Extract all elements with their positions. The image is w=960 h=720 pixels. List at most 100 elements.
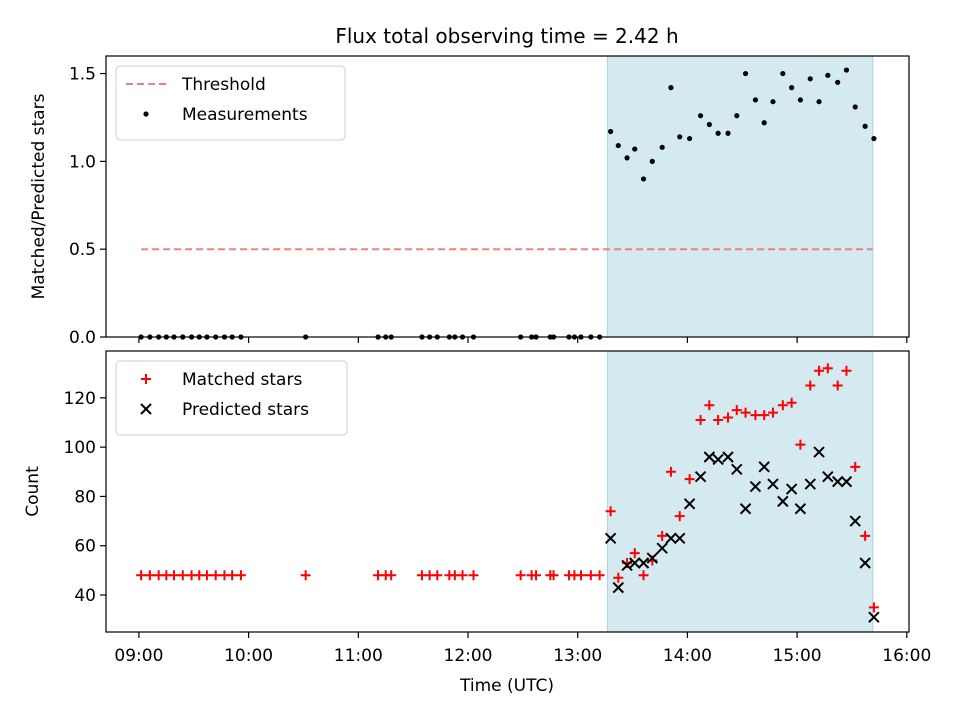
measurement-point xyxy=(706,121,712,128)
predicted-star-point xyxy=(683,498,696,510)
x-tick-label: 14:00 xyxy=(663,646,712,666)
matched-star-point xyxy=(144,570,155,581)
measurement-point xyxy=(725,130,731,136)
measurement-point xyxy=(780,70,786,77)
legend-marker-swatch xyxy=(140,403,152,415)
matched-star-point xyxy=(832,380,843,391)
measurement-point xyxy=(742,70,749,77)
predicted-star-point xyxy=(813,446,825,458)
predicted-star-point xyxy=(612,581,625,594)
predicted-star-point xyxy=(785,483,798,495)
matched-star-point xyxy=(386,570,397,581)
predicted-star-point xyxy=(646,552,659,564)
plot-frame xyxy=(105,350,910,633)
measurement-point xyxy=(862,123,868,129)
measurement-point xyxy=(843,67,850,73)
matched-star-point xyxy=(136,570,147,581)
matched-star-point xyxy=(740,407,751,418)
measurement-point xyxy=(816,99,822,105)
measurement-point xyxy=(761,120,767,126)
measurement-point xyxy=(659,144,665,150)
predicted-star-point xyxy=(637,557,650,569)
matched-star-point xyxy=(531,570,542,581)
predicted-star-point xyxy=(703,451,716,463)
matched-star-point xyxy=(822,363,833,374)
measurement-point xyxy=(615,142,621,149)
matched-star-point xyxy=(750,410,761,421)
legend-label: Measurements xyxy=(182,105,308,125)
measurement-point xyxy=(807,76,813,82)
legend-label: Predicted stars xyxy=(182,400,309,420)
measurement-point xyxy=(632,146,638,152)
matched-star-point xyxy=(795,439,806,450)
matched-star-point xyxy=(665,466,676,477)
legend-label: Matched stars xyxy=(182,370,302,390)
matched-star-point xyxy=(585,570,596,581)
predicted-star-point xyxy=(804,478,816,490)
predicted-star-point xyxy=(656,542,668,554)
predicted-star-point xyxy=(604,532,617,545)
measurement-point xyxy=(770,99,776,105)
measurement-point xyxy=(789,85,795,91)
predicted-star-point xyxy=(831,475,844,488)
measurement-point xyxy=(687,135,693,142)
measurement-point xyxy=(624,155,630,161)
legend-marker-swatch xyxy=(141,374,151,384)
matched-star-point xyxy=(300,570,311,581)
matched-star-point xyxy=(605,506,616,517)
measurement-point xyxy=(668,85,674,91)
matched-star-point xyxy=(786,397,797,408)
matched-star-point xyxy=(731,405,742,416)
matched-star-point xyxy=(777,400,788,411)
y-tick-label: 100 xyxy=(64,438,96,458)
y-tick-label: 60 xyxy=(74,537,96,557)
measurement-point xyxy=(697,113,704,119)
predicted-star-point xyxy=(621,559,633,572)
measurement-point xyxy=(852,104,858,110)
matched-star-point xyxy=(713,415,724,426)
x-tick-label: 09:00 xyxy=(114,646,163,666)
matched-star-point xyxy=(575,570,586,581)
x-tick-label: 13:00 xyxy=(553,646,602,666)
matched-star-point xyxy=(722,412,733,423)
measurement-point xyxy=(649,158,655,164)
y-tick-label: 80 xyxy=(74,487,96,507)
x-tick-label: 15:00 xyxy=(773,646,822,666)
x-tick-label: 12:00 xyxy=(444,646,493,666)
y-tick-label: 0.0 xyxy=(69,328,96,348)
y-tick-label: 0.5 xyxy=(69,240,96,260)
predicted-star-point xyxy=(739,503,752,515)
predicted-star-point xyxy=(712,453,724,466)
predicted-star-point xyxy=(674,532,686,545)
legend: Threshold Measurements xyxy=(115,65,346,141)
matched-star-point xyxy=(515,570,526,581)
matched-star-point xyxy=(227,570,238,581)
matched-star-point xyxy=(805,380,816,391)
matched-star-point xyxy=(177,570,188,581)
predicted-star-point xyxy=(749,480,762,493)
matched-star-point xyxy=(868,602,879,613)
matched-star-point xyxy=(704,400,715,411)
predicted-star-point xyxy=(840,475,853,488)
matched-star-point xyxy=(674,511,685,522)
legend-marker-swatch xyxy=(143,111,149,117)
matched-star-point xyxy=(759,410,770,421)
matched-star-point xyxy=(594,570,605,581)
predicted-star-point xyxy=(822,471,834,483)
matched-star-point xyxy=(860,530,871,541)
measurement-point xyxy=(835,79,841,85)
predicted-star-point xyxy=(859,557,871,569)
x-tick-label: 16:00 xyxy=(882,646,931,666)
matched-star-point xyxy=(468,570,479,581)
matched-star-point xyxy=(201,570,212,581)
matched-star-point xyxy=(548,570,559,581)
chart-title: Flux total observing time = 2.42 h xyxy=(335,24,678,48)
matched-star-point xyxy=(235,570,246,581)
predicted-star-point xyxy=(868,611,880,623)
measurement-point xyxy=(734,113,740,119)
measurement-point xyxy=(871,135,877,142)
y-axis-label: Count xyxy=(23,466,43,517)
matched-star-point xyxy=(210,570,221,581)
matched-star-point xyxy=(767,407,778,418)
